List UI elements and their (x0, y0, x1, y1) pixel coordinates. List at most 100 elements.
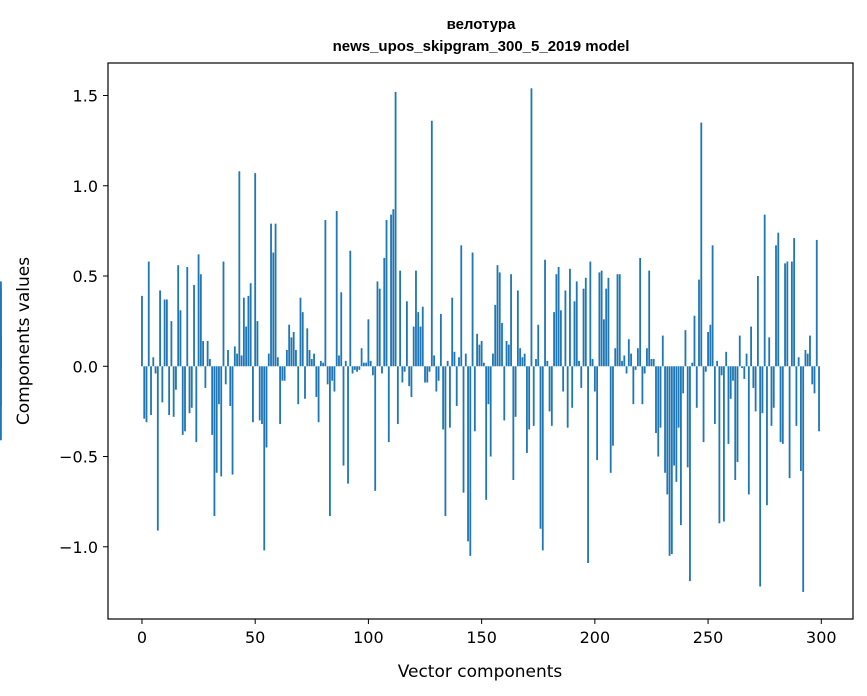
bar-74 (308, 350, 311, 367)
bar-53 (261, 366, 263, 425)
bar-181 (550, 366, 553, 426)
bar-114 (399, 270, 402, 367)
bar-148 (476, 333, 479, 367)
bar-274 (761, 366, 764, 414)
bar-220 (639, 257, 642, 367)
x-tick-label: 0 (137, 628, 147, 647)
bar-244 (693, 315, 696, 367)
bar-222 (643, 366, 646, 374)
bar-188 (566, 366, 569, 428)
bar-28 (204, 366, 207, 388)
bar-235 (673, 366, 676, 466)
bar-64 (285, 350, 288, 367)
bar-283 (781, 366, 784, 444)
bar-239 (682, 366, 685, 394)
bar-57 (270, 223, 272, 367)
y-tick-label: −0.5 (59, 448, 98, 467)
bar-278 (770, 366, 773, 426)
bar-35 (220, 366, 223, 477)
bar-187 (564, 290, 567, 367)
bar-93 (351, 366, 354, 374)
bar-273 (759, 366, 762, 587)
bar-305 (0, 366, 2, 369)
bar-209 (614, 348, 617, 367)
bar-268 (747, 366, 750, 495)
bar-48 (249, 283, 252, 367)
x-axis-label: Vector components (398, 662, 563, 682)
bar-60 (276, 357, 279, 367)
bar-134 (444, 366, 447, 517)
bar-69 (297, 366, 300, 405)
bar-123 (419, 326, 422, 367)
bar-84 (331, 366, 334, 381)
x-tick-label: 300 (806, 628, 837, 647)
bar-178 (544, 259, 546, 367)
y-axis-label: Components values (14, 257, 34, 425)
bar-179 (546, 360, 549, 367)
bar-203 (600, 270, 603, 367)
bar-116 (403, 366, 406, 372)
bar-291 (800, 366, 802, 471)
bar-21 (188, 366, 191, 414)
bar-295 (809, 335, 811, 367)
bar-189 (569, 268, 571, 367)
bar-223 (646, 348, 648, 367)
bar-70 (299, 297, 302, 367)
bar-19 (184, 366, 186, 432)
bar-144 (467, 366, 469, 542)
x-tick-label: 150 (466, 628, 497, 647)
bar-259 (727, 366, 730, 444)
bar-107 (383, 257, 386, 367)
bar-141 (460, 245, 463, 367)
bar-229 (659, 366, 662, 428)
bar-161 (505, 341, 508, 367)
bar-23 (193, 285, 195, 367)
bar-175 (537, 324, 540, 367)
bar-269 (750, 326, 752, 367)
bar-72 (304, 366, 306, 399)
bar-206 (607, 277, 610, 367)
bar-101 (369, 360, 372, 367)
bar-87 (338, 355, 340, 367)
bar-61 (279, 366, 281, 425)
bar-10 (163, 299, 166, 367)
bar-55 (265, 366, 268, 448)
bar-210 (616, 274, 619, 367)
bar-271 (754, 366, 757, 412)
bar-258 (725, 351, 728, 367)
bar-193 (578, 360, 580, 367)
bar-297 (813, 366, 816, 394)
bar-172 (530, 88, 533, 367)
bar-221 (641, 366, 644, 405)
bar-192 (575, 281, 578, 367)
bar-31 (211, 366, 214, 435)
bar-89 (342, 366, 345, 466)
bar-125 (424, 366, 426, 383)
bar-288 (793, 238, 796, 367)
bar-280 (775, 245, 777, 367)
bar-108 (385, 220, 388, 367)
bar-41 (233, 346, 236, 367)
bar-236 (675, 366, 678, 482)
bar-240 (684, 330, 687, 367)
bar-22 (190, 366, 193, 408)
bar-249 (704, 366, 707, 372)
bar-103 (374, 366, 377, 491)
bar-232 (666, 366, 669, 495)
bar-198 (589, 261, 592, 367)
bar-46 (245, 326, 248, 367)
bar-262 (734, 366, 737, 480)
bar-81 (324, 220, 327, 367)
bar-13 (170, 321, 173, 367)
bar-140 (458, 357, 460, 367)
bar-245 (695, 366, 698, 408)
y-axis-ticks: −1.0 −0.5 0.0 0.5 1.0 1.5 (59, 86, 108, 557)
bar-110 (390, 214, 392, 367)
bar-66 (290, 337, 293, 367)
bar-124 (421, 306, 424, 367)
bar-98 (362, 362, 365, 367)
bar-83 (329, 366, 331, 517)
bar-228 (657, 366, 660, 457)
bar-105 (378, 288, 381, 367)
bar-267 (745, 353, 748, 367)
